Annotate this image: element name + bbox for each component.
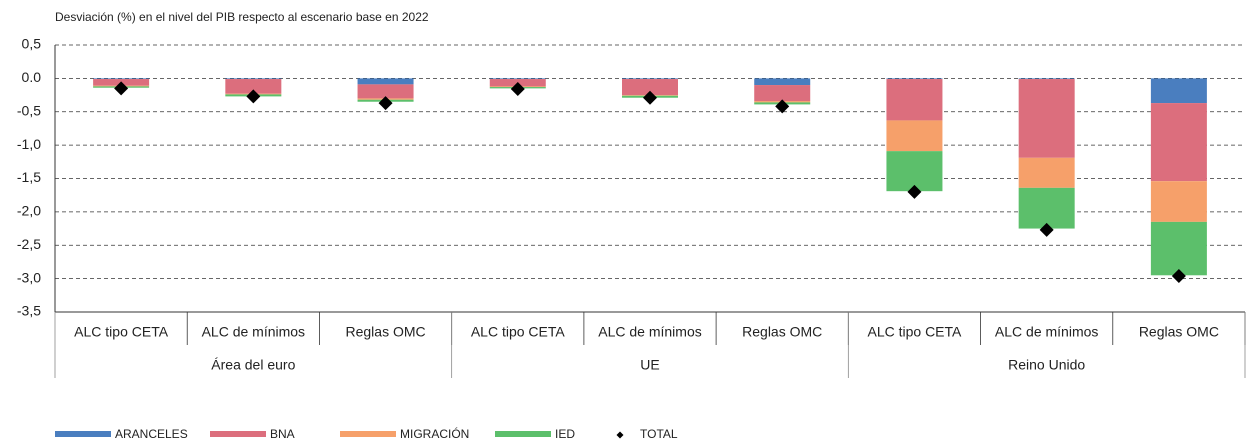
legend-label: ARANCELES [115,427,188,441]
legend-label: MIGRACIÓN [400,426,469,441]
x-tick-label: Reglas OMC [345,324,425,340]
legend-label: IED [555,427,575,441]
bar-segment [225,79,282,94]
bar-segment [93,78,150,80]
y-tick-label: -0,5 [17,102,41,118]
bar-segment [886,78,943,80]
legend-swatch [340,431,396,437]
x-tick-label: ALC tipo CETA [471,324,566,340]
bar-segment [1018,79,1075,158]
total-marker [775,99,790,114]
y-tick-label: -1,5 [17,169,41,185]
bar-segment [886,120,943,152]
bar-segment [1018,157,1075,188]
legend-swatch [616,431,624,439]
x-tick-label: Reglas OMC [1139,324,1219,340]
total-marker [643,90,657,105]
y-tick-label: -1,0 [17,136,41,152]
bar-segment [1150,103,1207,182]
total-marker [378,96,393,111]
bar-segment [1018,78,1075,80]
total-marker [114,81,129,96]
x-tick-label: Reglas OMC [742,324,822,340]
chart-title: Desviación (%) en el nivel del PIB respe… [55,10,429,24]
y-tick-label: 0.0 [22,69,42,85]
group-label: Reino Unido [1008,357,1085,373]
legend-label: TOTAL [640,427,678,441]
bar-segment [886,79,943,121]
bar-segment [622,79,678,96]
legend-swatch [210,431,266,437]
bar-segment [622,78,678,80]
legend-label: BNA [270,427,295,441]
bar-segment [489,78,546,80]
bar-segment [225,78,282,80]
total-marker [1039,222,1054,237]
bar-segment [1150,221,1207,276]
bar-segment [754,78,811,86]
y-tick-label: -3,0 [17,269,41,285]
bar-segment [357,78,414,85]
x-tick-label: ALC de mínimos [995,324,1098,340]
group-label: Área del euro [211,357,295,373]
total-marker [510,82,525,97]
bar-segment [1150,181,1207,222]
bar-segment [357,84,414,99]
bar-segment [1018,187,1075,229]
y-tick-label: -3,5 [17,303,41,319]
x-tick-label: ALC de mínimos [202,324,305,340]
y-tick-label: -2,5 [17,236,41,252]
bar-segment [754,85,811,102]
legend-swatch [55,431,111,437]
bar-segment [886,151,943,192]
total-marker [246,89,261,104]
group-label: UE [640,357,659,373]
bar-segment [1150,78,1207,104]
total-marker [907,184,922,199]
y-tick-label: -2,0 [17,203,41,219]
x-tick-label: ALC tipo CETA [867,324,962,340]
x-tick-label: ALC tipo CETA [74,324,169,340]
x-tick-label: ALC de mínimos [598,324,701,340]
total-marker [1171,268,1186,283]
legend-swatch [495,431,551,437]
y-tick-label: 0,5 [22,36,42,52]
